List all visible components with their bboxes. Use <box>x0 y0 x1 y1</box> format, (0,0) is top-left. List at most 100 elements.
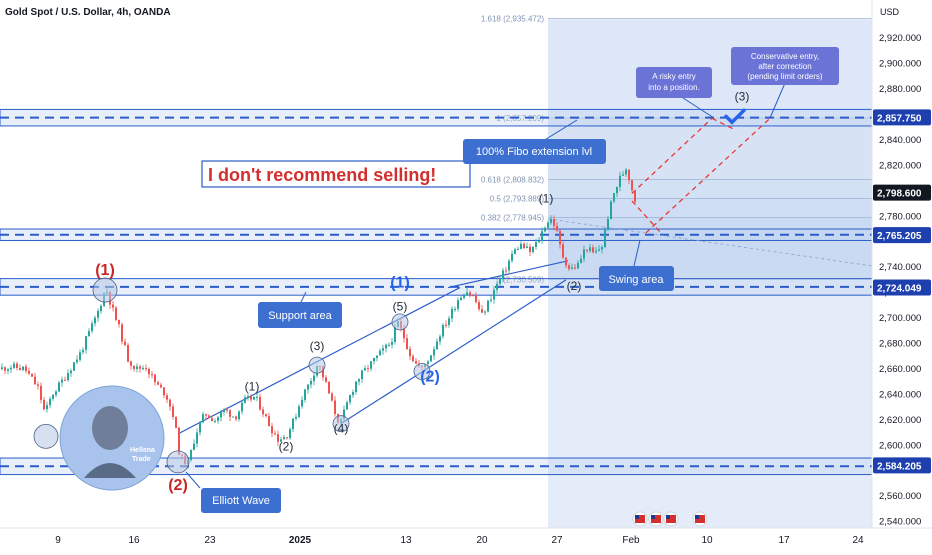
candle-body <box>10 367 12 370</box>
candle-body <box>475 295 477 303</box>
candle-body <box>49 398 51 406</box>
candle-body <box>562 244 564 258</box>
candle-body <box>532 246 534 252</box>
y-tick-label: 2,840.000 <box>879 135 921 146</box>
chart-title: Gold Spot / U.S. Dollar, 4h, OANDA <box>5 7 171 18</box>
wave-label: (3) <box>735 90 750 104</box>
candle-body <box>433 349 435 356</box>
candle-body <box>121 324 123 342</box>
x-ticks[interactable]: 9 16 23 2025 13 20 27 Feb 10 17 24 <box>55 535 864 546</box>
candle-body <box>364 368 366 371</box>
logo-shoulders <box>84 463 136 478</box>
x-tick-label: 27 <box>551 535 563 546</box>
candle-body <box>310 381 312 385</box>
candle-body <box>256 396 258 398</box>
y-tick-label: 2,660.000 <box>879 364 921 375</box>
wave-label: (2) <box>279 439 294 453</box>
candle-body <box>304 389 306 400</box>
candle-body <box>280 439 282 442</box>
candle-body <box>586 249 588 251</box>
risky-box <box>636 67 712 98</box>
price-tag-label: 2,724.049 <box>877 283 922 294</box>
candle-body <box>445 324 447 326</box>
price-tag-label: 2,765.205 <box>877 231 922 242</box>
candle-body <box>115 307 117 320</box>
conservative-text: after correction <box>758 62 811 71</box>
candle-body <box>451 308 453 319</box>
candle-body <box>244 397 246 403</box>
candle-body <box>358 379 360 382</box>
candle-body <box>226 409 228 411</box>
inner-trend <box>447 260 569 289</box>
candle-body <box>628 169 630 181</box>
candle-body <box>379 350 381 356</box>
candle-body <box>97 311 99 318</box>
candle-body <box>556 225 558 231</box>
candle-body <box>7 369 9 371</box>
candle-body <box>388 344 390 346</box>
risky-callout-line <box>679 95 715 119</box>
candle-body <box>535 242 537 247</box>
candle-body <box>571 267 573 269</box>
candle-body <box>61 379 63 383</box>
fib-level-label: 1 (2,857.209) <box>496 114 544 123</box>
candle-body <box>595 250 597 253</box>
fib-level-label: 1.618 (2,935.472) <box>481 14 544 23</box>
candle-body <box>598 249 600 251</box>
wave-marker-circle <box>33 423 59 449</box>
conservative-text: Conservative entry, <box>751 52 819 61</box>
swing-text: Swing area <box>608 274 664 286</box>
y-tick-label: 2,640.000 <box>879 389 921 400</box>
price-tag <box>873 109 931 126</box>
candle-body <box>127 345 129 362</box>
candle-body <box>448 318 450 326</box>
y-tick-label: 2,540.000 <box>879 517 921 528</box>
candle-body <box>112 304 114 308</box>
candle-body <box>460 297 462 301</box>
price-axis[interactable] <box>872 0 932 528</box>
candle-body <box>265 414 267 416</box>
price-tag-label: 2,857.750 <box>877 113 922 124</box>
candle-body <box>574 267 576 269</box>
candle-body <box>613 193 615 202</box>
candle-body <box>37 384 39 386</box>
candle-body <box>436 341 438 350</box>
candle-body <box>502 270 504 279</box>
wave-label: (2) <box>168 477 188 494</box>
candle-body <box>355 381 357 393</box>
candle-body <box>619 175 621 187</box>
candle-body <box>118 319 120 325</box>
candle-body <box>40 385 42 400</box>
x-tick-label: Feb <box>622 535 640 546</box>
fib-band <box>548 217 872 280</box>
us-flag-canton-icon <box>666 515 670 519</box>
wave-label: (1) <box>390 275 410 292</box>
candle-body <box>331 393 333 401</box>
candle-body <box>13 363 15 368</box>
candle-body <box>517 248 519 250</box>
conservative-callout-line <box>769 82 786 119</box>
candle-body <box>229 410 231 417</box>
candle-body <box>4 367 6 371</box>
logo-text: Hellena <box>130 447 155 454</box>
candle-body <box>592 247 594 253</box>
candle-body <box>289 429 291 439</box>
y-tick-label: 2,740.000 <box>879 262 921 273</box>
candle-body <box>16 363 18 368</box>
candle-body <box>511 253 513 261</box>
wave-marker-circle <box>413 363 431 380</box>
candle-body <box>622 174 624 176</box>
fib-bands: 1.618 (2,935.472) 1 (2,857.209) 0.618 (2,8… <box>481 14 872 284</box>
elliott-text: Elliott Wave <box>212 495 270 507</box>
channel-lower <box>340 279 567 425</box>
candle-body <box>307 384 309 390</box>
elliott-box <box>201 488 281 513</box>
candle-body <box>529 246 531 252</box>
candle-body <box>478 302 480 310</box>
wave-marks: (1) (2) (1) (2) (3) (4) (5) (1) (2) (1) (2) (3) <box>33 90 750 494</box>
candle-body <box>34 376 36 385</box>
candle-body <box>76 359 78 363</box>
candle-body <box>223 409 225 413</box>
